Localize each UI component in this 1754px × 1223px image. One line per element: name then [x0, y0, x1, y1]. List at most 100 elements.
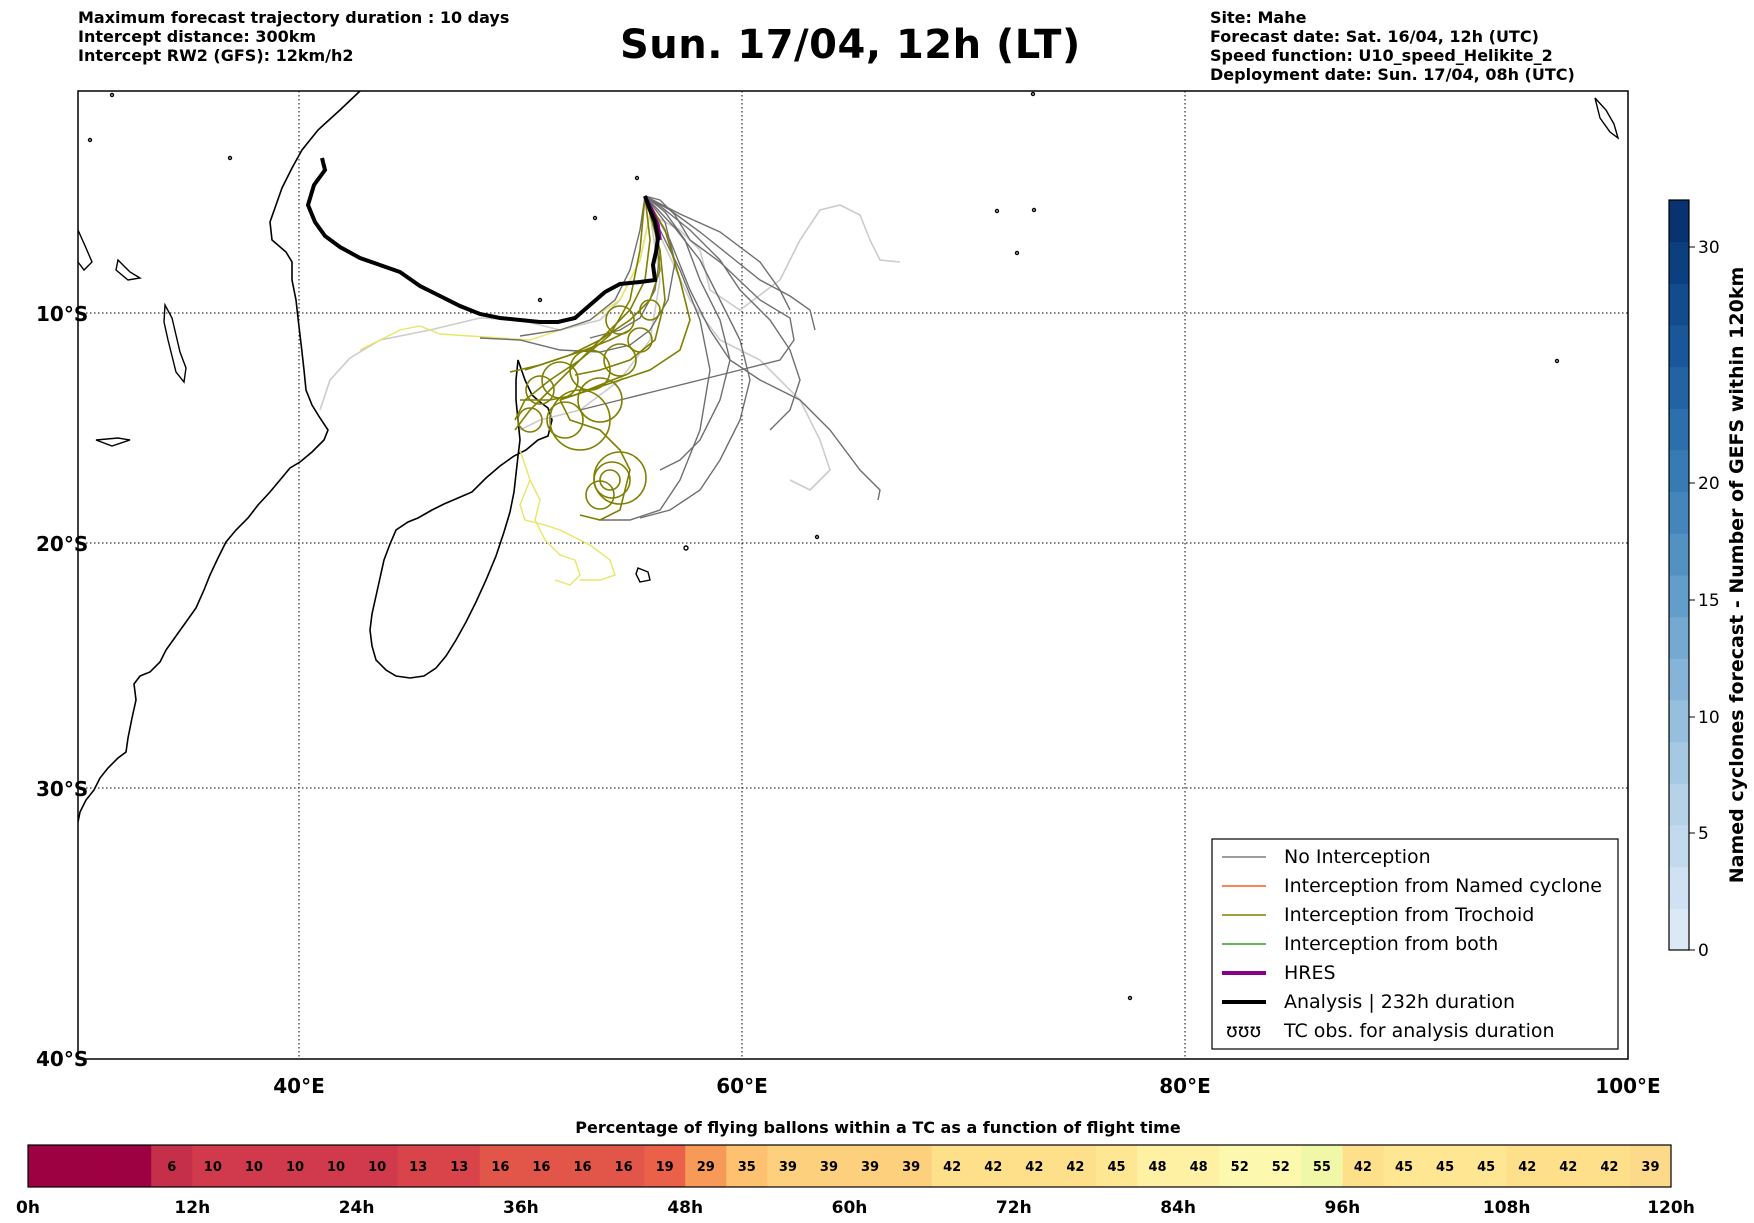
legend-label-6: TC obs. for analysis duration — [1283, 1020, 1555, 1042]
ballon-bar-value: 52 — [1231, 1160, 1249, 1175]
ballon-bar-tick: 72h — [996, 1198, 1032, 1218]
lat-label-40s: 40°S — [36, 1047, 88, 1071]
ballon-bar-tick: 24h — [339, 1198, 375, 1218]
ballon-bar-cell — [1547, 1145, 1590, 1187]
ballon-bar-value: 42 — [943, 1160, 961, 1175]
legend-label-0: No Interception — [1284, 846, 1431, 868]
ballon-bar-value: 52 — [1272, 1160, 1290, 1175]
ballon-bar-value: 45 — [1436, 1160, 1454, 1175]
ballon-bar-cell — [356, 1145, 399, 1187]
trochoid-trajectories — [509, 195, 691, 521]
ballon-bar-value: 16 — [491, 1160, 509, 1175]
colorbar-cell — [1669, 241, 1689, 284]
forecast-date-text: Forecast date: Sat. 16/04, 12h (UTC) — [1210, 27, 1539, 46]
colorbar-cell — [1669, 325, 1689, 368]
ballon-bar-tick: 84h — [1160, 1198, 1196, 1218]
lat-label-20s: 20°S — [36, 532, 88, 556]
ballon-bar-cell — [1260, 1145, 1302, 1187]
ballon-bar-cell — [520, 1145, 563, 1187]
ballon-bar-value: 13 — [450, 1160, 468, 1175]
colorbar-cell — [1669, 366, 1689, 409]
ballon-bar-cell — [479, 1145, 522, 1187]
ballon-bar-value: 39 — [1641, 1160, 1659, 1175]
ballon-bar-tick: 60h — [832, 1198, 868, 1218]
ballon-bar-cell — [1383, 1145, 1426, 1187]
colorbar-tick-label: 20 — [1698, 474, 1720, 494]
legend-label-4: HRES — [1284, 962, 1336, 984]
ballon-bar-cell — [726, 1145, 768, 1187]
colorbar-cell — [1669, 533, 1689, 576]
colorbar-cell — [1669, 408, 1689, 451]
ballon-bar-frame — [27, 1144, 1672, 1188]
ballon-bar-value: 39 — [861, 1160, 879, 1175]
ballon-bar-value: 16 — [615, 1160, 633, 1175]
ballon-bar-tick: 120h — [1647, 1198, 1695, 1218]
colorbar-tick-label: 10 — [1698, 708, 1720, 728]
ballon-bar-cell — [110, 1145, 152, 1187]
ballon-bar-tick: 36h — [503, 1198, 539, 1218]
ballon-bar-tick: 48h — [667, 1198, 703, 1218]
ballon-bar-cell — [1588, 1145, 1631, 1187]
ballon-bar-value: 39 — [902, 1160, 920, 1175]
colorbar-cell — [1669, 741, 1689, 784]
cyclone-colorbar: 0 5 10 15 20 30 Named cyclones forecast - Num… — [1668, 199, 1748, 961]
legend-symbol-tc-obs: ʊʊʊ — [1226, 1020, 1261, 1042]
ballon-bar-cell — [1506, 1145, 1549, 1187]
page-title: Sun. 17/04, 12h (LT) — [620, 22, 1081, 68]
ballon-bar-value: 16 — [532, 1160, 550, 1175]
ballon-bar-cell — [28, 1145, 70, 1187]
ballon-bar-tick: 108h — [1483, 1198, 1531, 1218]
colorbar-cell — [1669, 200, 1689, 243]
legend: No Interception Interception from Named c… — [1211, 838, 1619, 1050]
ballon-bar-cell — [69, 1145, 111, 1187]
ballon-bar-cell — [274, 1145, 317, 1187]
ballon-bar-cell — [603, 1145, 645, 1187]
ballon-bar-cell — [397, 1145, 440, 1187]
ballon-bar-cell — [1424, 1145, 1467, 1187]
ballon-bar-tick: 96h — [1325, 1198, 1361, 1218]
colorbar-cell — [1669, 491, 1689, 534]
ballon-bar-value: 10 — [368, 1160, 386, 1175]
ballon-bar-cell — [1342, 1145, 1384, 1187]
colorbar-cell — [1669, 825, 1689, 868]
site-text: Site: Mahe — [1210, 8, 1307, 27]
ballon-bar-cell — [438, 1145, 481, 1187]
legend-label-5: Analysis | 232h duration — [1284, 991, 1515, 1013]
ballon-bar-tick: 12h — [174, 1198, 210, 1218]
ballon-bar-cell — [931, 1145, 974, 1187]
colorbar-frame — [1668, 199, 1690, 951]
ballon-bar-value: 39 — [820, 1160, 838, 1175]
ballon-bar-cell — [1629, 1145, 1672, 1187]
colorbar-cell — [1669, 575, 1689, 618]
ballon-bar-cell — [849, 1145, 892, 1187]
analysis-trajectory — [305, 157, 661, 324]
ballon-bar-cell — [767, 1145, 809, 1187]
intercept-rw2-text: Intercept RW2 (GFS): 12km/h2 — [78, 46, 354, 65]
lat-label-30s: 30°S — [36, 777, 88, 801]
map-gridlines — [78, 91, 1628, 1059]
legend-label-2: Interception from Trochoid — [1284, 904, 1534, 926]
map-frame — [77, 90, 1629, 1060]
ballon-bar-cell — [151, 1145, 193, 1187]
small-islands — [78, 91, 1620, 1001]
legend-label-3: Interception from both — [1284, 933, 1498, 955]
ballon-bar-value: 42 — [1600, 1160, 1618, 1175]
ballon-bar-value: 45 — [1395, 1160, 1413, 1175]
ballon-bar-value: 42 — [1066, 1160, 1084, 1175]
madagascar-coastline — [369, 359, 553, 679]
ballon-bar-cell — [1219, 1145, 1261, 1187]
ballon-bar-value: 48 — [1190, 1160, 1208, 1175]
ballon-bar-value: 55 — [1313, 1160, 1331, 1175]
africa-coastline — [78, 91, 361, 823]
ballon-bar-cell — [808, 1145, 850, 1187]
ballon-bar-value: 42 — [1025, 1160, 1043, 1175]
intercept-distance-text: Intercept distance: 300km — [78, 27, 317, 46]
ballon-bar-cell — [1054, 1145, 1097, 1187]
ballon-bar-cell — [561, 1145, 604, 1187]
ballon-bar-value: 42 — [1518, 1160, 1536, 1175]
ballon-bar-cell — [644, 1145, 686, 1187]
colorbar-cell — [1669, 450, 1689, 493]
colorbar-cell — [1669, 866, 1689, 909]
ballon-bar-value: 10 — [327, 1160, 345, 1175]
ballon-bar-value: 16 — [573, 1160, 591, 1175]
